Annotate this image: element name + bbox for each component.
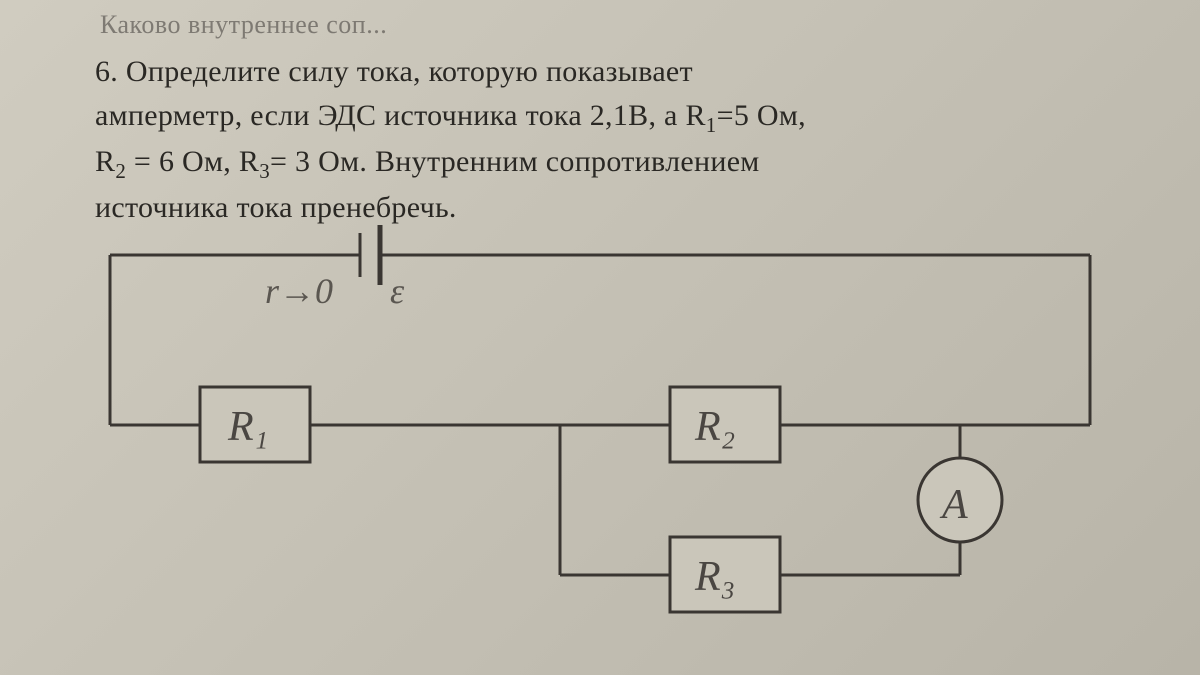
text-segment: амперметр, если ЭДС источника тока 2,1В,… — [95, 99, 706, 132]
problem-statement: 6. Определите силу тока, которую показыв… — [95, 50, 1140, 230]
subscript: 2 — [115, 159, 126, 183]
text-segment: =5 Ом, — [717, 99, 806, 132]
faded-previous-text: Каково внутреннее соп... — [100, 10, 387, 40]
resistor-r3-label: R₃ — [694, 554, 735, 600]
resistor-r1-label: R₁ — [227, 404, 268, 450]
problem-line-2: амперметр, если ЭДС источника тока 2,1В,… — [95, 94, 1140, 140]
subscript: 1 — [706, 113, 717, 137]
text-segment: = 6 Ом, R — [126, 145, 259, 178]
text-segment: = 3 Ом. Внутренним сопротивлением — [270, 145, 760, 178]
text-segment: R — [95, 145, 115, 178]
ammeter-label: A — [939, 482, 968, 528]
problem-line-3: R2 = 6 Ом, R3= 3 Ом. Внутренним сопротив… — [95, 140, 1140, 186]
handwritten-r-annotation: r→0 — [265, 271, 333, 311]
problem-line-4: источника тока пренебречь. — [95, 186, 1140, 230]
problem-line-1: 6. Определите силу тока, которую показыв… — [95, 50, 1140, 94]
subscript: 3 — [259, 159, 270, 183]
circuit-diagram: R₁ R₂ R₃ — [80, 225, 1130, 645]
resistor-r2-label: R₂ — [694, 404, 735, 450]
handwritten-emf-annotation: ε — [390, 271, 405, 311]
